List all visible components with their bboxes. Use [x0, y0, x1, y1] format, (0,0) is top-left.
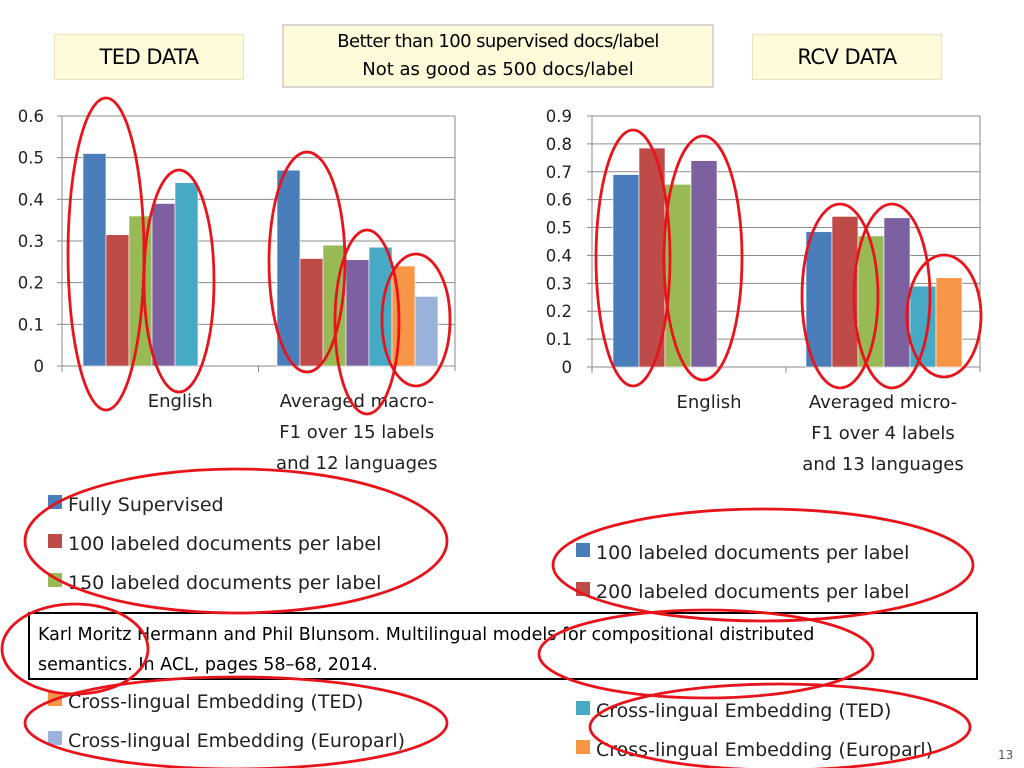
x-category-label: F1 over 4 labels: [811, 423, 954, 444]
legend-swatch: [48, 692, 62, 706]
bar: [276, 169, 301, 367]
y-tick-label: 0.5: [546, 219, 572, 238]
legend-label: 200 labeled documents per label: [596, 581, 909, 603]
comparison-note: Better than 100 supervised docs/label No…: [282, 24, 714, 88]
bar: [831, 216, 859, 368]
y-tick-label: 0.5: [18, 149, 44, 168]
legend-label: Cross-lingual Embedding (Europarl): [596, 739, 933, 761]
bar: [805, 231, 833, 368]
legend-swatch: [576, 740, 590, 754]
bar: [345, 259, 370, 367]
rcv-data-label: RCV DATA: [752, 34, 942, 80]
y-tick-label: 0.3: [18, 232, 44, 251]
legend-swatch: [576, 582, 590, 596]
legend-swatch: [576, 543, 590, 557]
bar: [690, 160, 718, 368]
y-tick-label: 0.9: [546, 107, 572, 126]
y-tick-label: 0: [34, 357, 45, 376]
y-tick-label: 0.2: [546, 302, 572, 321]
y-tick-label: 0.1: [546, 330, 572, 349]
legend-label: 150 labeled documents per label: [68, 572, 381, 594]
legend-label: 100 labeled documents per label: [596, 542, 909, 564]
y-tick-label: 0.4: [546, 246, 572, 265]
x-category-label: Averaged micro-: [809, 392, 957, 413]
legend-label: Fully Supervised: [68, 494, 224, 516]
legend-label: Cross-lingual Embedding (TED): [596, 700, 891, 722]
legend-label: 100 labeled documents per label: [68, 533, 381, 555]
y-tick-label: 0.1: [18, 315, 44, 334]
bar: [664, 184, 692, 368]
page-number: 13: [998, 748, 1014, 762]
citation-box: Karl Moritz Hermann and Phil Blunsom. Mu…: [28, 612, 978, 680]
rcv-data-text: RCV DATA: [797, 45, 897, 69]
note-line-1: Better than 100 supervised docs/label: [337, 31, 659, 52]
bar: [935, 277, 963, 368]
bar: [174, 182, 199, 367]
citation-line-2: semantics. In ACL, pages 58–68, 2014.: [38, 655, 378, 675]
legend-swatch: [48, 495, 62, 509]
bar: [105, 234, 130, 367]
y-tick-label: 0.3: [546, 274, 572, 293]
x-category-label: and 12 languages: [276, 453, 437, 474]
y-tick-label: 0.4: [18, 190, 44, 209]
x-category-label: English: [677, 392, 742, 413]
ted-data-label: TED DATA: [54, 34, 244, 80]
x-category-label: and 13 languages: [802, 454, 963, 475]
legend-swatch: [48, 534, 62, 548]
bar: [299, 258, 324, 367]
bar: [151, 203, 176, 367]
bar: [612, 174, 640, 368]
bar: [322, 244, 347, 367]
y-tick-label: 0.6: [18, 107, 44, 126]
legend-label: Cross-lingual Embedding (TED): [68, 691, 363, 713]
ted-data-text: TED DATA: [99, 45, 199, 69]
bar: [857, 235, 885, 368]
y-tick-label: 0.2: [18, 274, 44, 293]
legend-label: Cross-lingual Embedding (Europarl): [68, 730, 405, 752]
y-tick-label: 0.8: [546, 135, 572, 154]
bar: [391, 265, 416, 367]
legend-swatch: [48, 573, 62, 587]
x-category-label: English: [148, 391, 213, 412]
citation-line-1: Karl Moritz Hermann and Phil Blunsom. Mu…: [38, 625, 815, 645]
bar: [883, 217, 911, 368]
bar: [414, 296, 439, 367]
bar: [368, 246, 393, 367]
y-tick-label: 0.6: [546, 191, 572, 210]
bar: [638, 147, 666, 368]
legend-swatch: [576, 701, 590, 715]
y-tick-label: 0.7: [546, 163, 572, 182]
bar: [128, 215, 153, 367]
legend-swatch: [48, 731, 62, 745]
note-line-2: Not as good as 500 docs/label: [362, 59, 634, 80]
bar: [909, 285, 937, 368]
x-category-label: F1 over 15 labels: [279, 422, 434, 443]
x-category-label: Averaged macro-: [280, 391, 434, 412]
y-tick-label: 0: [562, 358, 573, 377]
bar: [82, 153, 107, 367]
